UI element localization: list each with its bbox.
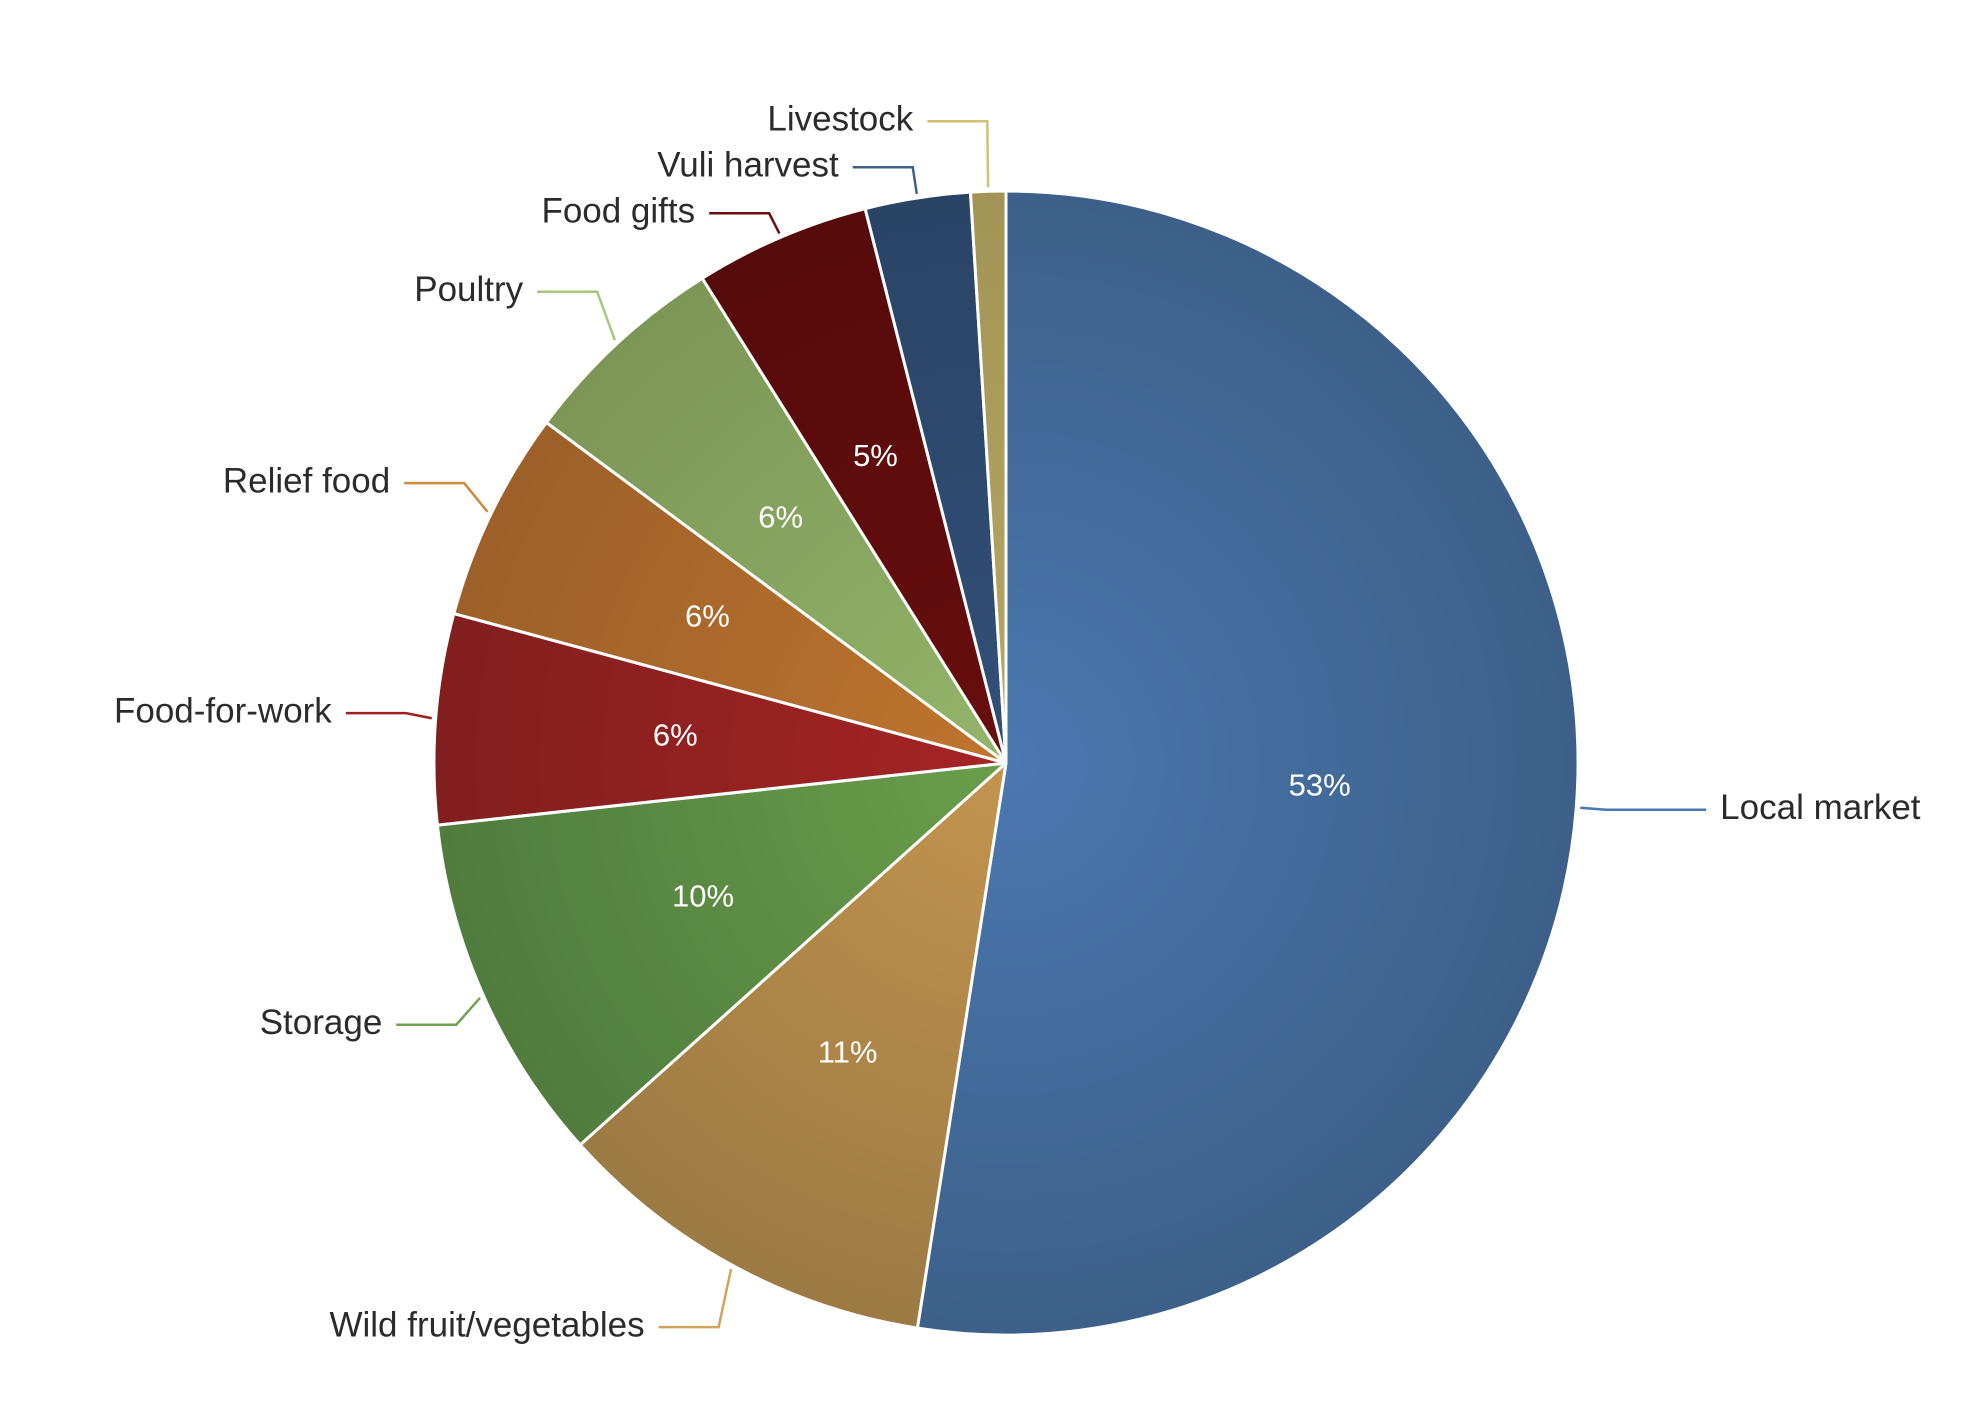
- percent-label-wild-fruit-vegetables: 11%: [818, 1035, 878, 1070]
- leader-line-poultry: [537, 290, 617, 341]
- category-label-local-market: Local market: [1720, 788, 1921, 827]
- leader-line-livestock: [927, 120, 990, 188]
- slice-relief-food: [452, 420, 1008, 765]
- category-label-relief-food: Relief food: [223, 461, 390, 500]
- leader-line-vuli-harvest: [852, 166, 919, 195]
- category-label-storage: Storage: [260, 1003, 383, 1042]
- leader-line-food-for-work: [345, 711, 432, 720]
- category-label-livestock: Livestock: [767, 100, 913, 139]
- leader-line-local-market: [1580, 806, 1707, 812]
- slice-local-market: [915, 189, 1580, 1337]
- slice-food-gifts: [700, 207, 1008, 765]
- category-label-wild-fruit-vegetables: Wild fruit/vegetables: [329, 1305, 644, 1344]
- leader-lines: [345, 120, 1707, 1329]
- percent-label-relief-food: 6%: [685, 599, 730, 634]
- category-label-poultry: Poultry: [414, 270, 523, 309]
- percent-label-food-for-work: 6%: [653, 717, 698, 752]
- leader-line-storage: [396, 996, 481, 1026]
- percent-label-food-gifts: 5%: [853, 438, 898, 473]
- slice-wild-fruit-vegetables: [578, 761, 1008, 1330]
- percent-labels: 53% 11% 10% 6% 6% 6% 5%: [653, 438, 1351, 1070]
- slice-food-for-work: [432, 612, 1008, 827]
- category-labels: Local market Livestock Vuli harvest Food gi…: [114, 100, 1921, 1345]
- percent-label-poultry: 6%: [758, 500, 803, 535]
- slice-poultry: [544, 276, 1008, 765]
- category-label-vuli-harvest: Vuli harvest: [657, 146, 839, 185]
- percent-label-local-market: 53%: [1289, 768, 1351, 803]
- category-label-food-gifts: Food gifts: [541, 192, 695, 231]
- slice-livestock: [968, 189, 1008, 765]
- leader-line-relief-food: [404, 481, 489, 513]
- percent-label-storage: 10%: [672, 878, 734, 913]
- pie-slices: [432, 189, 1580, 1337]
- slice-storage: [435, 761, 1008, 1147]
- category-label-food-for-work: Food-for-work: [114, 691, 332, 730]
- leader-line-food-gifts: [709, 212, 781, 235]
- leader-line-wild-fruit-vegetables: [658, 1268, 733, 1329]
